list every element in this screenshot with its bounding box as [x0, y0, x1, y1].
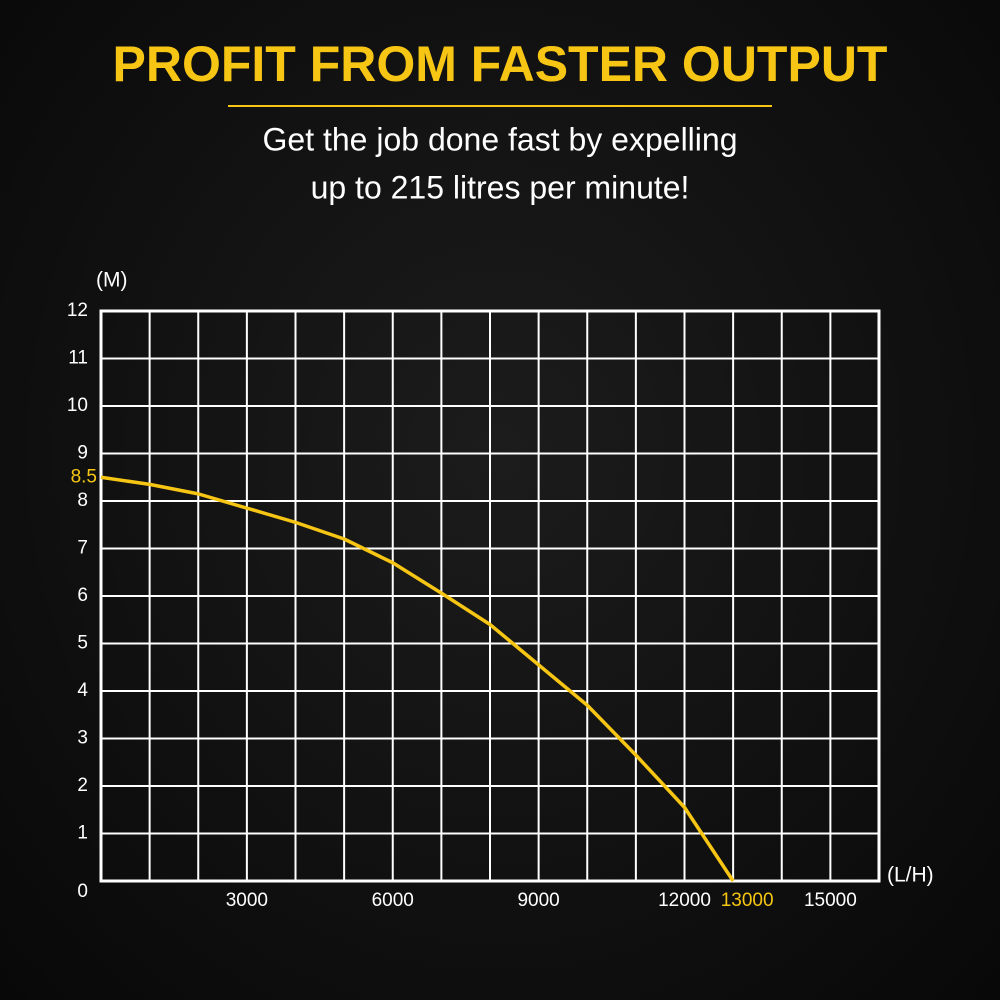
subtitle-line: up to 215 litres per minute!	[311, 169, 690, 205]
y-tick-label: 8	[77, 490, 88, 511]
x-axis-label: (L/H)	[887, 864, 934, 887]
y-tick-label: 0	[77, 881, 88, 902]
y-tick-label: 7	[77, 538, 88, 559]
y-tick-label: 9	[77, 443, 88, 464]
y-tick-label: 11	[68, 348, 88, 369]
x-tick-label: 9000	[517, 890, 559, 911]
y-tick-label: 6	[77, 585, 88, 606]
y-tick-label: 4	[77, 680, 88, 701]
x-tick-label: 15000	[804, 890, 857, 911]
y-axis-label: (M)	[96, 269, 127, 292]
y-tick-label: 10	[67, 395, 88, 416]
x-tick-label: 12000	[658, 890, 711, 911]
subtitle-line: Get the job done fast by expelling	[263, 121, 738, 157]
y-tick-label: 12	[67, 300, 88, 321]
y-tick-label: 1	[77, 823, 88, 844]
end-value-label: 13000	[721, 890, 774, 911]
x-tick-label: 6000	[372, 890, 414, 911]
line-series	[100, 475, 735, 882]
y-tick-label: 2	[77, 775, 88, 796]
start-value-label: 8.5	[71, 466, 97, 487]
plot-border	[99, 309, 881, 883]
x-tick-label: 3000	[226, 890, 268, 911]
title: PROFIT FROM FASTER OUTPUT	[113, 36, 888, 92]
y-tick-label: 5	[77, 633, 88, 654]
y-tick-label: 3	[77, 728, 88, 749]
